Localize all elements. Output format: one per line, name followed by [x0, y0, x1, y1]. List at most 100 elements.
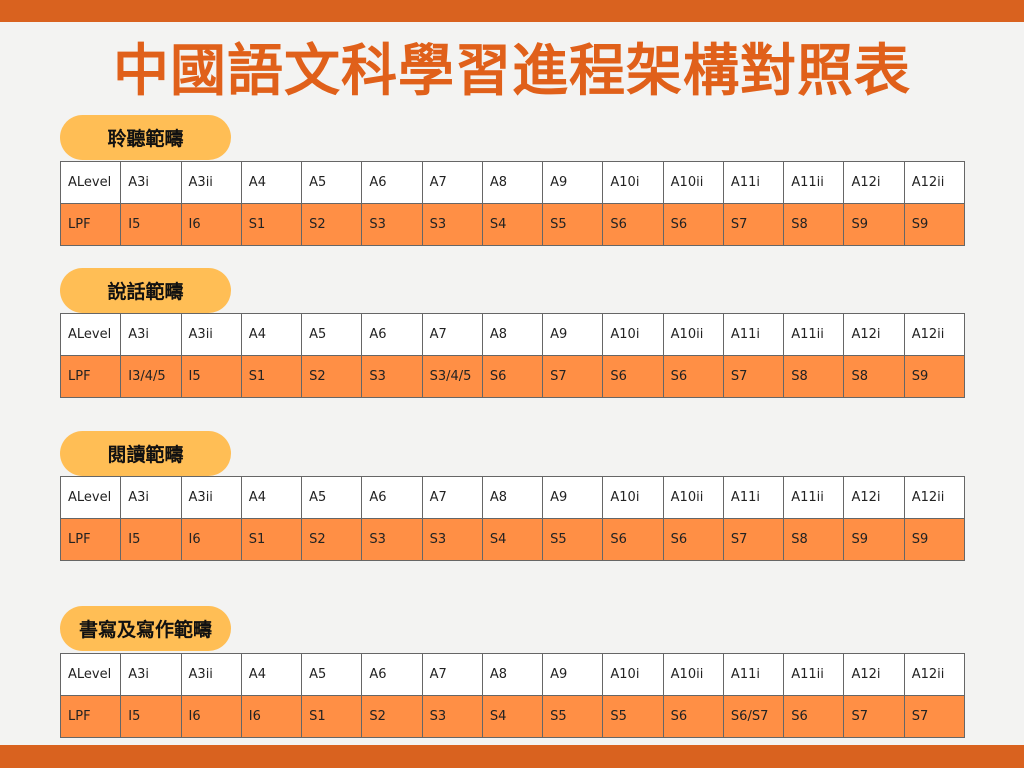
value-cell: LPF [59, 695, 122, 738]
value-cell: I3/4/5 [120, 355, 182, 398]
value-cell: S3 [361, 518, 423, 561]
value-cell: S2 [301, 203, 363, 246]
header-cell: A5 [301, 476, 363, 519]
header-cell: A10i [602, 161, 664, 204]
value-cell: S1 [240, 518, 303, 561]
header-cell: A3i [120, 653, 182, 696]
header-cell: A10ii [662, 653, 724, 696]
value-cell: S3 [361, 355, 423, 398]
header-cell: A7 [421, 161, 483, 204]
value-cell: S3/4/5 [421, 355, 483, 398]
header-cell: A9 [542, 161, 604, 204]
header-cell: A3i [120, 476, 182, 519]
value-cell: S9 [903, 203, 966, 246]
header-cell: A7 [421, 313, 483, 356]
table-reading: ALevel A3i A3ii A4 A5 A6 A7 A8 A9 A10i A10ii A11i A1… [59, 476, 966, 561]
header-cell: A11ii [783, 653, 845, 696]
header-cell: A12ii [903, 313, 966, 356]
header-cell: A6 [361, 476, 423, 519]
value-row: LPF I3/4/5 I5 S1 S2 S3 S3/4/5 S6 S7 S6 S6 S7 S8 S8 S9 [59, 355, 966, 398]
top-bar [0, 0, 1024, 22]
section-label-listening: 聆聽範疇 [60, 115, 231, 160]
value-cell: LPF [59, 355, 122, 398]
header-cell: A10ii [662, 476, 724, 519]
value-cell: S1 [240, 203, 303, 246]
page-title: 中國語文科學習進程架構對照表 [113, 39, 911, 104]
value-cell: S7 [843, 695, 905, 738]
value-row: LPF I5 I6 S1 S2 S3 S3 S4 S5 S6 S6 S7 S8 S9 S9 [59, 518, 966, 561]
header-row: ALevel A3i A3ii A4 A5 A6 A7 A8 A9 A10i A10ii A11i A1… [59, 476, 966, 519]
value-cell: S6 [662, 518, 724, 561]
table-speaking: ALevel A3i A3ii A4 A5 A6 A7 A8 A9 A10i A10ii A11i A1… [59, 313, 966, 398]
value-cell: S4 [481, 695, 544, 738]
header-cell: A11i [722, 476, 785, 519]
value-cell: S6 [662, 203, 724, 246]
value-cell: S4 [481, 518, 544, 561]
header-row: ALevel A3i A3ii A4 A5 A6 A7 A8 A9 A10i A10ii A11i A1… [59, 313, 966, 356]
header-cell: A12i [843, 313, 905, 356]
header-cell: A3ii [180, 313, 242, 356]
section-label-reading: 閱讀範疇 [60, 431, 231, 476]
value-cell: S7 [722, 518, 785, 561]
header-cell: A8 [481, 161, 544, 204]
header-cell: A4 [240, 476, 303, 519]
value-cell: LPF [59, 203, 122, 246]
value-cell: S2 [301, 518, 363, 561]
value-cell: S7 [722, 203, 785, 246]
section-label-writing: 書寫及寫作範疇 [60, 606, 231, 651]
header-cell: A12i [843, 161, 905, 204]
value-cell: S6 [602, 203, 664, 246]
header-cell: A12i [843, 653, 905, 696]
header-cell: A3ii [180, 653, 242, 696]
header-cell: A6 [361, 653, 423, 696]
value-cell: S8 [843, 355, 905, 398]
header-cell: ALevel [59, 476, 122, 519]
value-cell: S6 [662, 355, 724, 398]
header-cell: A10i [602, 313, 664, 356]
header-cell: A9 [542, 653, 604, 696]
value-cell: S7 [903, 695, 966, 738]
value-cell: S3 [421, 695, 483, 738]
header-cell: A4 [240, 161, 303, 204]
value-cell: I5 [120, 695, 182, 738]
value-cell: S9 [843, 203, 905, 246]
value-cell: S6 [662, 695, 724, 738]
value-cell: I5 [180, 355, 242, 398]
value-cell: S6 [783, 695, 845, 738]
value-cell: S6 [481, 355, 544, 398]
value-cell: S5 [542, 518, 604, 561]
value-cell: S3 [421, 203, 483, 246]
header-cell: A8 [481, 653, 544, 696]
header-cell: ALevel [59, 161, 122, 204]
header-cell: ALevel [59, 653, 122, 696]
header-cell: A7 [421, 476, 483, 519]
header-cell: A9 [542, 476, 604, 519]
header-cell: A10i [602, 476, 664, 519]
header-cell: A5 [301, 653, 363, 696]
value-cell: S8 [783, 203, 845, 246]
header-cell: A10ii [662, 313, 724, 356]
header-cell: A8 [481, 476, 544, 519]
header-cell: A5 [301, 313, 363, 356]
value-cell: S7 [722, 355, 785, 398]
value-cell: S7 [542, 355, 604, 398]
value-cell: I5 [120, 518, 182, 561]
value-row: LPF I5 I6 S1 S2 S3 S3 S4 S5 S6 S6 S7 S8 S9 S9 [59, 203, 966, 246]
header-cell: ALevel [59, 313, 122, 356]
value-cell: S1 [240, 355, 303, 398]
header-cell: A6 [361, 313, 423, 356]
value-cell: I5 [120, 203, 182, 246]
table-listening: ALevel A3i A3ii A4 A5 A6 A7 A8 A9 A10i A10ii A11i A1… [59, 161, 966, 246]
header-cell: A10i [602, 653, 664, 696]
value-cell: S5 [602, 695, 664, 738]
header-row: ALevel A3i A3ii A4 A5 A6 A7 A8 A9 A10i A10ii A11i A1… [59, 161, 966, 204]
header-row: ALevel A3i A3ii A4 A5 A6 A7 A8 A9 A10i A10ii A11i A1… [59, 653, 966, 696]
header-cell: A10ii [662, 161, 724, 204]
header-cell: A12ii [903, 161, 966, 204]
header-cell: A11i [722, 161, 785, 204]
value-row: LPF I5 I6 I6 S1 S2 S3 S4 S5 S5 S6 S6/S7 S6 S7 S7 [59, 695, 966, 738]
section-label-speaking: 說話範疇 [60, 268, 231, 313]
header-cell: A7 [421, 653, 483, 696]
value-cell: S3 [361, 203, 423, 246]
header-cell: A12ii [903, 653, 966, 696]
